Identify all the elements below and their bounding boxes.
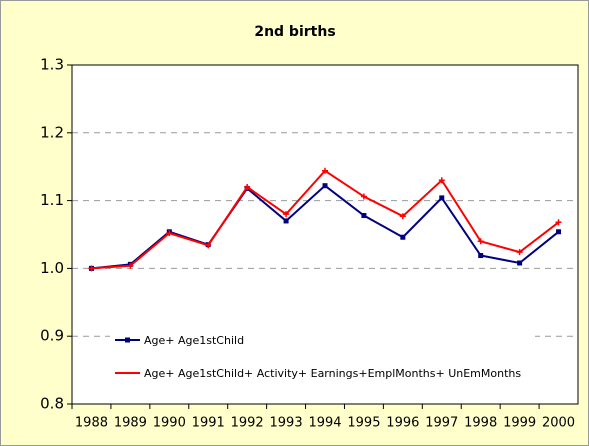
x-tick-label: 1988 — [75, 416, 108, 431]
x-tick-label: 1998 — [464, 416, 497, 431]
x-tick-label: 1996 — [386, 416, 419, 431]
y-tick-label: 0.9 — [40, 327, 64, 345]
point — [478, 253, 484, 259]
chart-title: 2nd births — [254, 24, 335, 40]
x-tick-label: 1990 — [153, 416, 186, 431]
y-tick-label: 1.1 — [40, 191, 64, 209]
point — [205, 242, 212, 249]
plot-border — [71, 64, 579, 405]
legend-label: Age+ Age1stChild+ Activity+ Earnings+Emp… — [144, 367, 521, 380]
x-tick-label: 1994 — [308, 416, 341, 431]
point — [556, 229, 562, 235]
point — [517, 260, 523, 266]
y-tick-label: 0.8 — [40, 395, 64, 413]
x-tick-label: 1997 — [425, 416, 458, 431]
x-tick-label: 1989 — [114, 416, 147, 431]
x-tick-label: 1991 — [192, 416, 225, 431]
point — [244, 184, 251, 191]
y-tick-label: 1.2 — [40, 123, 64, 141]
legend-label: Age+ Age1stChild — [144, 334, 244, 347]
point — [399, 213, 406, 220]
legend-box — [110, 328, 535, 388]
x-tick-label: 1992 — [231, 416, 264, 431]
x-tick-label: 1999 — [503, 416, 536, 431]
point — [361, 213, 367, 219]
point — [322, 183, 328, 189]
point — [439, 195, 445, 201]
y-tick-label: 1.0 — [40, 259, 64, 277]
point — [477, 238, 484, 245]
y-tick-label: 1.3 — [40, 56, 64, 74]
point — [88, 265, 95, 272]
point — [360, 193, 367, 200]
point — [555, 219, 562, 226]
point — [283, 211, 290, 218]
legend-marker — [125, 337, 130, 343]
point — [166, 230, 173, 237]
point — [127, 262, 134, 269]
point — [322, 167, 328, 174]
x-tick-label: 1993 — [270, 416, 303, 431]
point — [400, 234, 406, 240]
x-tick-label: 2000 — [542, 416, 575, 431]
point — [283, 218, 289, 224]
point — [516, 249, 523, 256]
point — [438, 177, 445, 184]
x-tick-label: 1995 — [347, 416, 380, 431]
